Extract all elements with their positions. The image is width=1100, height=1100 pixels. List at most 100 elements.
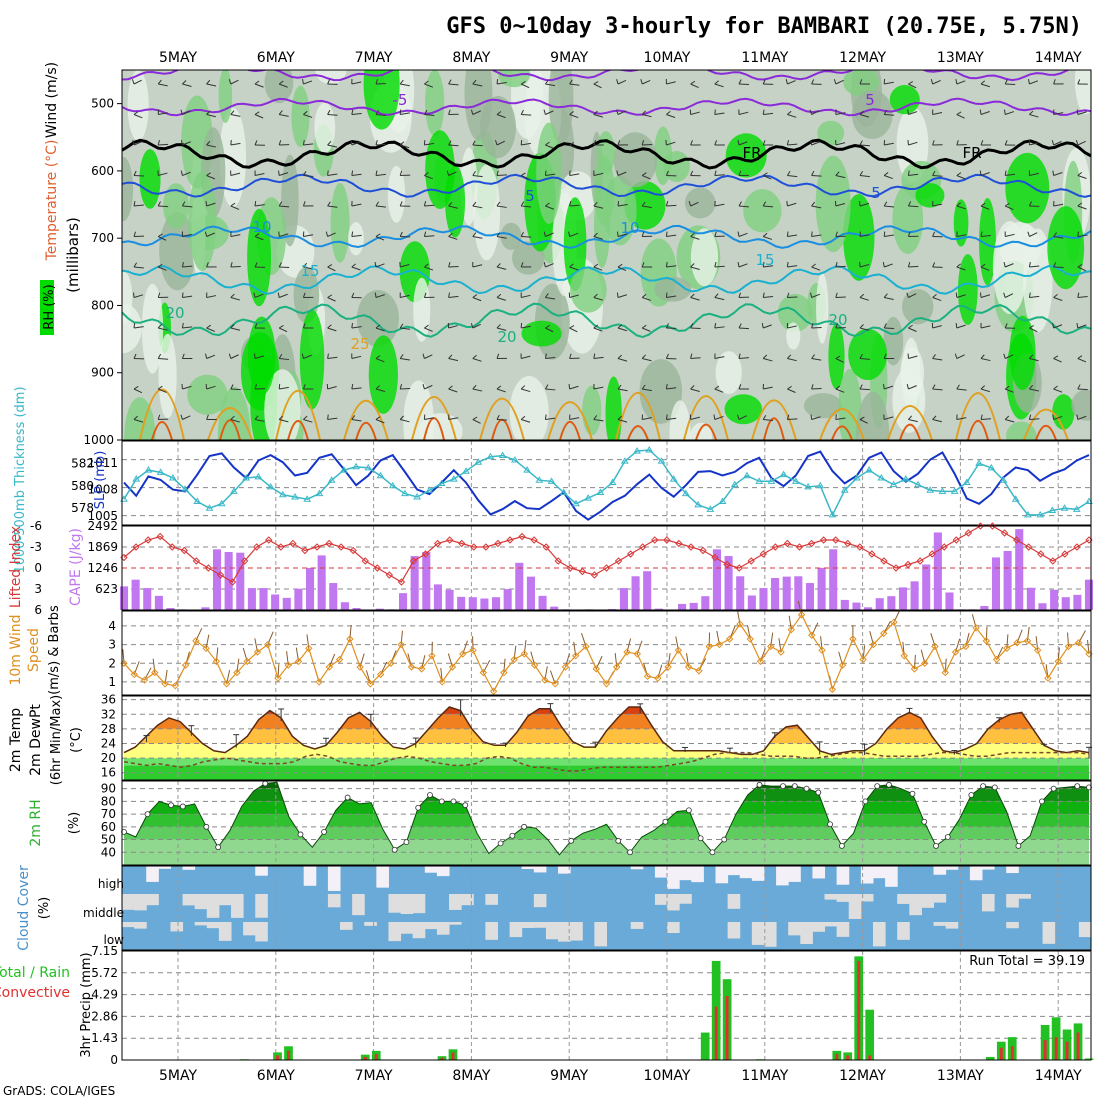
cape-bar: [608, 608, 617, 610]
wind-barb: [569, 232, 579, 237]
wind-barb-flag: [737, 261, 740, 268]
cape-bar: [840, 599, 849, 610]
lifted-index-point: [687, 543, 695, 551]
wind-barb-flag: [859, 324, 864, 329]
lifted-index-point: [240, 557, 249, 565]
cloud-cell: [400, 894, 414, 915]
rh-tick-label: 40: [101, 845, 116, 859]
wind-barb: [617, 79, 627, 85]
wind-barb: [327, 232, 336, 237]
wind-barb: [1053, 415, 1063, 420]
date-label-top: 5MAY: [159, 50, 197, 66]
cape-bar: [492, 597, 501, 610]
wind-barb-flag: [641, 384, 646, 390]
precip-legend-convective: Convective: [0, 985, 70, 1001]
wind-barb-flag: [1052, 170, 1055, 176]
wind-barb-flag: [762, 354, 768, 359]
cloud-cell: [654, 894, 668, 905]
contour-label: FR: [742, 144, 761, 162]
wind-barb-flag: [859, 110, 864, 115]
wind-barb: [884, 263, 893, 268]
wind-barb-flag: [424, 263, 429, 268]
wind-barb: [811, 266, 821, 271]
rh-point: [1074, 783, 1081, 789]
lifted-index-point: [530, 536, 538, 544]
wind-barb: [230, 142, 241, 146]
thickness-point: [401, 489, 409, 497]
wind-barb-flag: [472, 354, 477, 359]
rh-point: [933, 843, 939, 849]
wind-barb: [133, 114, 143, 119]
wind-barb-flag: [230, 262, 233, 268]
cape-bar: [829, 549, 838, 610]
cloud-cell: [521, 866, 535, 869]
wind-barb: [690, 388, 700, 392]
wind-barb: [327, 385, 337, 390]
thickness-point: [474, 458, 483, 465]
wind-barb: [448, 388, 458, 393]
rh-point: [862, 798, 869, 805]
wind-speed-point: [366, 680, 375, 688]
wind-barb: [884, 81, 894, 85]
precip-convective-bar: [363, 1056, 367, 1060]
wind-barb-flag: [568, 231, 571, 237]
wind-barb: [1004, 354, 1014, 359]
wind-barb-flag: [1077, 79, 1081, 85]
wind-barb: [980, 266, 990, 271]
contour-label: FR: [962, 144, 981, 162]
wind-barb: [1077, 358, 1087, 363]
lifted-index-point: [349, 546, 357, 555]
thickness-point: [303, 495, 312, 502]
cloud-cell: [303, 866, 317, 886]
wind-barb: [763, 236, 773, 240]
wind-barb-flag: [593, 202, 598, 207]
thickness-point: [266, 482, 275, 490]
date-label-top: 8MAY: [452, 50, 490, 66]
wind-barb: [666, 417, 677, 420]
wind-barb-flag: [494, 140, 498, 146]
cape-bar: [143, 588, 152, 610]
wind-barb: [278, 327, 288, 333]
cloud-cell: [776, 866, 789, 886]
wind-barb-flag: [131, 79, 135, 85]
wind-barb: [980, 388, 991, 393]
wind-barb: [230, 79, 239, 85]
rh-point: [497, 840, 504, 847]
wind-barb: [956, 388, 967, 391]
date-label-top: 12MAY: [839, 50, 886, 66]
cloud-cell: [533, 894, 547, 908]
wind-barb: [569, 327, 578, 333]
cloud-cell: [158, 866, 171, 869]
wind-barb-flag: [665, 353, 669, 359]
wind-barb: [690, 297, 700, 301]
wind-barb: [884, 416, 894, 420]
wind-barb-flag: [448, 140, 452, 146]
thickness-point: [767, 477, 776, 484]
wind-barb-flag: [908, 81, 913, 85]
wind-barb-flag: [327, 294, 333, 298]
wind-barb-flag: [859, 140, 863, 146]
wind-barb: [738, 111, 749, 115]
wind-barb: [666, 234, 677, 237]
thickness-point: [718, 497, 727, 504]
lifted-index-point: [301, 546, 309, 555]
wind-barb-flag: [568, 383, 571, 390]
wind-barb: [1029, 358, 1039, 362]
cape-bar: [712, 549, 721, 610]
wind-barb: [1053, 297, 1063, 301]
wind-barb: [690, 266, 700, 271]
wind-barb-flag: [351, 322, 354, 329]
cape-bar: [1073, 594, 1082, 610]
wind-barb: [448, 205, 459, 209]
precip-convective-bar: [1043, 1040, 1047, 1060]
wind-barb-flag: [761, 322, 764, 329]
wind-barb-flag: [204, 231, 208, 237]
wind-barb-flag: [351, 231, 354, 237]
wind-barb-flag: [811, 323, 814, 329]
wind-speed-point: [571, 652, 580, 660]
cape-bar: [782, 576, 791, 610]
wind-barb: [569, 266, 579, 271]
lifted-index-point: [445, 536, 454, 544]
wind-barb: [1053, 112, 1064, 115]
cape-bar: [689, 602, 698, 610]
